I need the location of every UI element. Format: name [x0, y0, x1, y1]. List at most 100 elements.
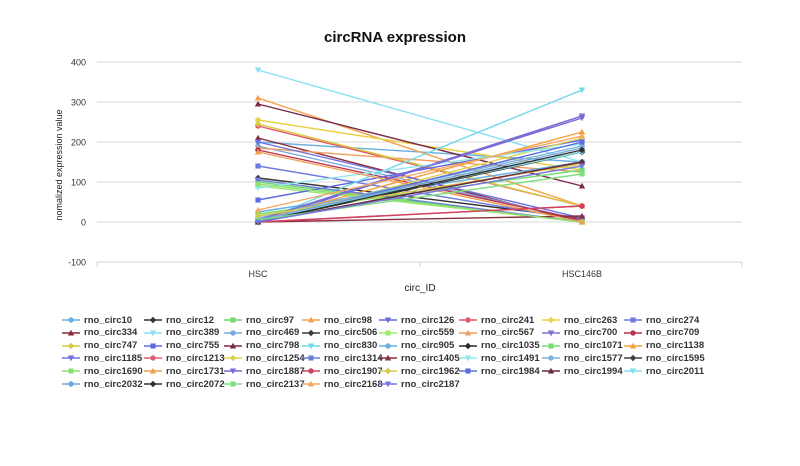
legend-item[interactable]: rno_circ798 — [224, 340, 299, 352]
legend-item[interactable]: rno_circ1887 — [224, 365, 305, 377]
legend-item[interactable]: rno_circ1595 — [624, 352, 705, 364]
legend-swatch — [302, 380, 320, 387]
legend-item[interactable]: rno_circ10 — [62, 314, 132, 326]
data-point — [230, 381, 236, 387]
legend-item[interactable]: rno_circ274 — [624, 314, 699, 326]
legend-label: rno_circ97 — [246, 314, 295, 326]
legend-swatch — [624, 355, 642, 362]
legend-swatch — [224, 355, 242, 362]
legend-label: rno_circ1994 — [564, 365, 623, 377]
legend-item[interactable]: rno_circ334 — [62, 327, 137, 339]
data-point — [68, 368, 74, 374]
legend-item[interactable]: rno_circ755 — [144, 340, 219, 352]
legend-item[interactable]: rno_circ1731 — [144, 365, 225, 377]
legend-item[interactable]: rno_circ567 — [459, 327, 534, 339]
legend-label: rno_circ263 — [564, 314, 618, 326]
legend-label: rno_circ1314 — [324, 352, 383, 364]
legend-label: rno_circ126 — [401, 314, 455, 326]
legend-item[interactable]: rno_circ263 — [542, 314, 617, 326]
legend-label: rno_circ274 — [646, 314, 700, 326]
legend-item[interactable]: rno_circ469 — [224, 327, 299, 339]
legend-item[interactable]: rno_circ241 — [459, 314, 534, 326]
legend-item[interactable]: rno_circ1213 — [144, 352, 225, 364]
data-point — [384, 355, 392, 361]
data-point — [579, 171, 585, 177]
data-point — [629, 355, 637, 362]
legend-swatch — [144, 330, 162, 336]
data-point — [254, 219, 262, 226]
legend-label: rno_circ334 — [84, 327, 138, 339]
legend-label: rno_circ2032 — [84, 378, 143, 390]
legend-item[interactable]: rno_circ905 — [379, 340, 454, 352]
legend-item[interactable]: rno_circ506 — [302, 327, 377, 339]
legend-swatch — [624, 330, 642, 336]
legend-item[interactable]: rno_circ1984 — [459, 365, 540, 377]
data-point — [629, 368, 637, 375]
y-tick-label: 400 — [71, 58, 86, 68]
legend-swatch — [144, 343, 162, 349]
legend-item[interactable]: rno_circ2137 — [224, 378, 305, 390]
data-point — [255, 163, 261, 169]
legend-item[interactable]: rno_circ2168 — [302, 378, 383, 390]
legend-label: rno_circ10 — [84, 314, 133, 326]
series-line — [257, 147, 583, 173]
legend-item[interactable]: rno_circ1405 — [379, 352, 460, 364]
legend-swatch — [379, 355, 397, 361]
legend-item[interactable]: rno_circ12 — [144, 314, 214, 326]
legend-item[interactable]: rno_circ1314 — [302, 352, 383, 364]
legend-item[interactable]: rno_circ830 — [302, 340, 377, 352]
legend-item[interactable]: rno_circ389 — [144, 327, 219, 339]
data-point — [578, 87, 586, 94]
legend-item[interactable]: rno_circ97 — [224, 314, 294, 326]
legend-swatch — [379, 342, 397, 349]
legend-label: rno_circ1577 — [564, 352, 623, 364]
y-axis-label: nomalized expression value — [54, 109, 64, 220]
legend-item[interactable]: rno_circ1577 — [542, 352, 623, 364]
legend-swatch — [62, 329, 80, 336]
data-point — [67, 355, 75, 362]
legend-item[interactable]: rno_circ126 — [379, 314, 454, 326]
legend-swatch — [379, 367, 397, 375]
data-point — [67, 342, 75, 349]
data-point — [578, 163, 586, 170]
legend-item[interactable]: rno_circ747 — [62, 340, 137, 352]
legend-swatch — [144, 367, 162, 374]
legend-swatch — [624, 342, 642, 349]
legend-item[interactable]: rno_circ559 — [379, 327, 454, 339]
legend-item[interactable]: rno_circ1994 — [542, 365, 623, 377]
data-point — [308, 355, 314, 361]
data-point — [464, 355, 472, 362]
data-point — [254, 148, 262, 155]
legend-swatch — [302, 329, 320, 336]
legend-label: rno_circ1595 — [646, 352, 705, 364]
legend-swatch — [542, 316, 560, 324]
data-point — [68, 317, 74, 323]
legend-label: rno_circ747 — [84, 340, 138, 352]
legend-item[interactable]: rno_circ2011 — [624, 365, 704, 377]
legend-item[interactable]: rno_circ2187 — [379, 378, 460, 390]
series-rno_circ747 — [254, 120, 586, 210]
legend-label: rno_circ830 — [324, 340, 378, 352]
legend-label: rno_circ567 — [481, 327, 535, 339]
legend-item[interactable]: rno_circ1962 — [379, 365, 460, 377]
legend-label: rno_circ12 — [166, 314, 215, 326]
legend-label: rno_circ1491 — [481, 352, 540, 364]
legend-item[interactable]: rno_circ700 — [542, 327, 617, 339]
legend-item[interactable]: rno_circ2032 — [62, 378, 143, 390]
legend-label: rno_circ1254 — [246, 352, 305, 364]
legend-item[interactable]: rno_circ709 — [624, 327, 699, 339]
legend-item[interactable]: rno_circ1254 — [224, 352, 305, 364]
legend-item[interactable]: rno_circ1035 — [459, 340, 540, 352]
legend-item[interactable]: rno_circ1185 — [62, 352, 142, 364]
legend-item[interactable]: rno_circ1491 — [459, 352, 540, 364]
data-point — [629, 342, 637, 349]
legend-item[interactable]: rno_circ1138 — [624, 340, 704, 352]
data-point — [307, 316, 315, 323]
legend-item[interactable]: rno_circ2072 — [144, 378, 225, 390]
data-point — [578, 212, 586, 219]
legend-item[interactable]: rno_circ1071 — [542, 340, 623, 352]
legend-item[interactable]: rno_circ98 — [302, 314, 372, 326]
legend-item[interactable]: rno_circ1690 — [62, 365, 143, 377]
legend-swatch — [459, 355, 477, 362]
legend-item[interactable]: rno_circ1907 — [302, 365, 383, 377]
